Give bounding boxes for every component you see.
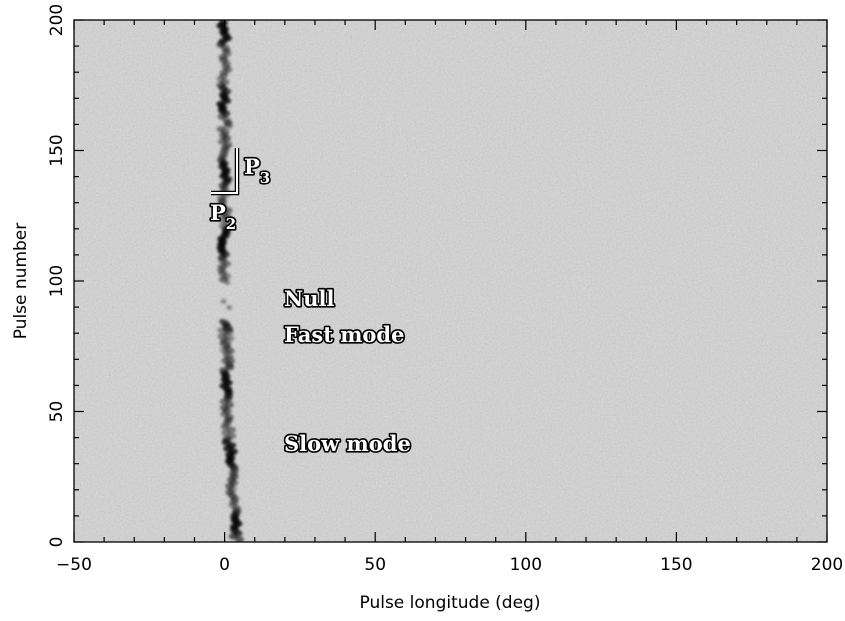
x-tick-label: 0 [219, 555, 230, 575]
p3-p2-marker [211, 148, 240, 196]
y-tick-label: 0 [47, 537, 67, 548]
emission-blob [219, 319, 231, 327]
p2-subscript: 2 [226, 215, 236, 233]
annotation-fast-mode: Fast mode [284, 322, 404, 347]
x-tick-label: 150 [660, 555, 692, 575]
axis-tick-labels: −50 0 50 100 150 200 0 50 100 150 200 [47, 4, 843, 575]
emission-blob [223, 333, 235, 341]
x-tick-label: 100 [510, 555, 542, 575]
p2-label: P2 [210, 200, 236, 233]
axis-ticks [73, 19, 828, 543]
y-tick-label: 150 [47, 134, 67, 166]
emission-blob [226, 426, 236, 433]
p3-subscript: 3 [260, 169, 270, 187]
p2-letter: P [210, 200, 226, 225]
y-tick-label: 200 [47, 4, 67, 36]
annotation-slow-mode: Slow mode [284, 431, 411, 456]
y-tick-label: 50 [47, 401, 67, 423]
emission-blob [226, 305, 233, 311]
drift-band [216, 20, 245, 542]
x-axis-title: Pulse longitude (deg) [360, 593, 541, 613]
emission-blob [216, 125, 226, 133]
x-tick-label: −50 [56, 555, 92, 575]
x-tick-label: 50 [364, 555, 386, 575]
p3-label: P3 [244, 154, 270, 187]
plot-noise [74, 20, 827, 542]
y-tick-label: 100 [47, 265, 67, 297]
annotation-null: Null [284, 286, 334, 311]
y-axis-title: Pulse number [11, 223, 31, 340]
emission-blob [218, 20, 228, 26]
p3-letter: P [244, 154, 260, 179]
x-tick-label: 200 [811, 555, 843, 575]
emission-blob [220, 298, 227, 304]
